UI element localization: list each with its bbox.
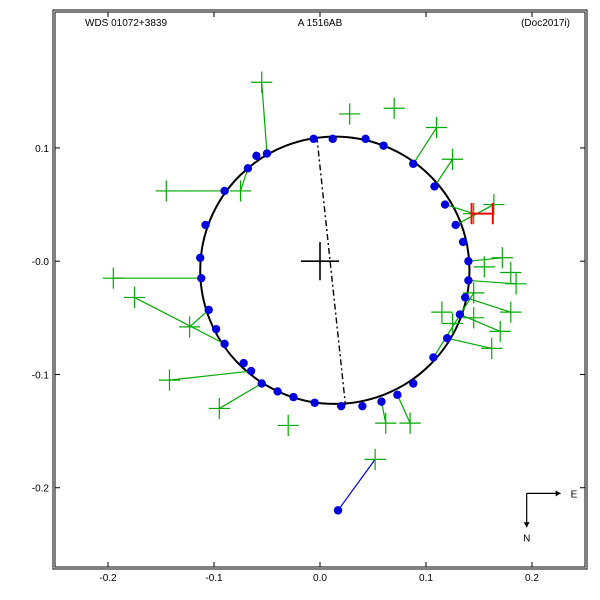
- observation-point: [258, 379, 266, 387]
- observation-point: [464, 276, 472, 284]
- compass-e-label: E: [571, 489, 578, 500]
- observation-point: [409, 160, 417, 168]
- observation-point: [393, 391, 401, 399]
- svg-text:0.0: 0.0: [313, 573, 327, 584]
- observation-point: [329, 135, 337, 143]
- observation-point: [201, 221, 209, 229]
- observation-point: [451, 221, 459, 229]
- observation-point: [289, 393, 297, 401]
- observation-point: [361, 135, 369, 143]
- observation-point: [197, 274, 205, 282]
- observation-point: [429, 353, 437, 361]
- title-right: (Doc2017i): [521, 18, 570, 29]
- observation-point: [212, 325, 220, 333]
- observation-point: [379, 141, 387, 149]
- observation-point: [459, 238, 467, 246]
- svg-text:0.1: 0.1: [419, 573, 433, 584]
- observation-point: [409, 379, 417, 387]
- observation-point: [273, 387, 281, 395]
- observation-point: [337, 402, 345, 410]
- title-left: WDS 01072+3839: [85, 18, 167, 29]
- svg-text:-0.1: -0.1: [32, 370, 50, 381]
- svg-text:-0.2: -0.2: [32, 484, 50, 495]
- svg-text:-0.1: -0.1: [205, 573, 223, 584]
- observation-point: [334, 506, 342, 514]
- observation-point: [196, 254, 204, 262]
- svg-text:-0.0: -0.0: [32, 257, 50, 268]
- observation-point: [263, 149, 271, 157]
- compass-n-label: N: [523, 533, 530, 544]
- observation-point: [252, 152, 260, 160]
- observation-point: [220, 340, 228, 348]
- observation-point: [430, 182, 438, 190]
- observation-point: [220, 187, 228, 195]
- observation-point: [358, 402, 366, 410]
- observation-point: [443, 334, 451, 342]
- observation-point: [461, 293, 469, 301]
- observation-point: [311, 399, 319, 407]
- observation-point: [441, 200, 449, 208]
- svg-text:-0.2: -0.2: [99, 573, 117, 584]
- observation-point: [247, 367, 255, 375]
- svg-text:0.2: 0.2: [525, 573, 539, 584]
- observation-point: [456, 310, 464, 318]
- observation-point: [377, 397, 385, 405]
- observation-point: [244, 164, 252, 172]
- observation-point: [464, 257, 472, 265]
- observation-point: [239, 359, 247, 367]
- svg-text:0.1: 0.1: [35, 144, 49, 155]
- title-center: A 1516AB: [298, 18, 343, 29]
- observation-point: [309, 135, 317, 143]
- orbit-plot: WDS 01072+3839 A 1516AB (Doc2017i) -0.2 -0.1…: [0, 0, 600, 600]
- observation-point: [205, 306, 213, 314]
